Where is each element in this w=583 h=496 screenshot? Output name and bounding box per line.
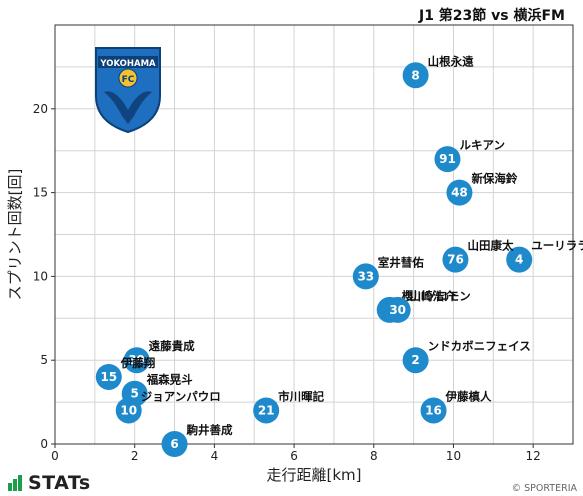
player-name-label: 伊藤槙人 (445, 389, 492, 403)
team-logo-shield (95, 47, 161, 134)
player-marker (95, 363, 122, 390)
x-axis-title: 走行距離[km] (266, 466, 361, 484)
player-number-label: 16 (425, 403, 442, 417)
y-tick-label: 20 (33, 102, 48, 116)
x-tick-label: 12 (526, 449, 541, 463)
player-number-label: 21 (258, 403, 275, 417)
player-point: 33 室井彗佑 (352, 255, 424, 290)
x-tick-label: 10 (446, 449, 461, 463)
player-name-label: 遠藤貴成 (149, 339, 195, 353)
player-number-label: 4 (515, 253, 523, 267)
player-marker (161, 431, 188, 457)
player-point: 4 ユーリララ (506, 239, 583, 273)
player-point: 39 遠藤貴成 (123, 339, 195, 374)
player-marker (420, 397, 447, 424)
player-marker (253, 397, 280, 424)
player-marker (434, 146, 461, 173)
player-marker (402, 347, 429, 374)
player-point: 10 ジョアンパウロ (115, 389, 221, 424)
player-marker (115, 397, 142, 424)
player-point: 30 山崎浩介 (384, 289, 456, 323)
player-number-label: 76 (447, 253, 464, 267)
x-tick-label: 4 (211, 449, 219, 463)
player-number-label: 91 (439, 152, 456, 166)
player-name-label: 櫻川ソロモン (401, 289, 471, 303)
player-name-label: ジョアンパウロ (141, 389, 221, 403)
player-number-label: 2 (411, 353, 419, 367)
y-tick-label: 0 (40, 437, 48, 451)
player-marker (506, 246, 533, 273)
player-marker (352, 263, 379, 290)
y-tick-label: 5 (40, 353, 48, 367)
stats-bars-icon (8, 475, 23, 491)
team-logo-text: YOKOHAMA (99, 59, 156, 69)
player-name-label: 山根永遠 (428, 54, 474, 68)
team-logo-banner (98, 56, 158, 68)
player-name-label: ルキアン (459, 138, 505, 152)
player-point: 8 山根永遠 (402, 54, 474, 89)
player-name-label: ユーリララ (531, 239, 583, 253)
player-name-label: 伊藤翔 (120, 356, 155, 370)
team-logo-mark: FC (122, 75, 135, 85)
stats-logo-text: STATs (28, 472, 91, 494)
y-tick-label: 15 (33, 186, 48, 200)
player-marker (384, 296, 411, 323)
player-number-label: 39 (128, 353, 145, 367)
player-name-label: 福森晃斗 (146, 373, 193, 387)
player-number-label: 15 (100, 370, 117, 384)
player-name-label: 新保海鈴 (471, 172, 517, 186)
player-marker (442, 246, 469, 273)
player-number-label: 5 (131, 387, 139, 401)
team-logo-emblem (118, 68, 138, 88)
player-name-label: 室井彗佑 (378, 255, 424, 269)
x-tick-label: 6 (290, 449, 298, 463)
stats-logo: STATs (8, 472, 91, 494)
player-number-label: 6 (170, 437, 178, 451)
player-name-label: 山崎浩介 (410, 289, 456, 303)
x-tick-label: 0 (51, 449, 59, 463)
y-axis-title: スプリント回数[回] (6, 169, 24, 301)
team-logo-bird (104, 91, 152, 124)
player-number-label: 48 (451, 186, 468, 200)
player-name-label: 山田康太 (467, 239, 513, 253)
player-number-label: 30 (389, 303, 406, 317)
plot-frame (54, 24, 574, 445)
match-title: J1 第23節 vs 横浜FM (418, 8, 565, 24)
team-logo: YOKOHAMA FC (95, 47, 161, 134)
player-marker (402, 62, 429, 89)
y-tick-label: 10 (33, 269, 48, 283)
player-name-label: 市川暉記 (278, 389, 324, 403)
player-name-label: 駒井善成 (187, 423, 233, 437)
player-marker (123, 347, 150, 374)
player-point: 5 福森晃斗 (121, 373, 193, 407)
axes: 0 2 4 6 8 10 12 0 5 10 15 20 (33, 24, 574, 463)
x-tick-label: 8 (370, 449, 378, 463)
player-point: 2 ンドカボニフェイス (402, 339, 531, 374)
x-tick-label: 2 (131, 449, 139, 463)
player-marker (446, 179, 473, 206)
player-number-label: 8 (411, 68, 419, 82)
player-point: 6 駒井善成 (161, 423, 233, 457)
player-name-label: ンドカボニフェイス (428, 339, 531, 353)
player-number-label: 33 (357, 269, 374, 283)
player-number-label: 10 (120, 403, 137, 417)
data-points: 8山根永遠91ルキアン48新保海鈴4ユーリララ76山田康太33室井彗佑9櫻川ソロ… (95, 54, 583, 457)
copyright-text: © SPORTERIA (511, 483, 577, 494)
